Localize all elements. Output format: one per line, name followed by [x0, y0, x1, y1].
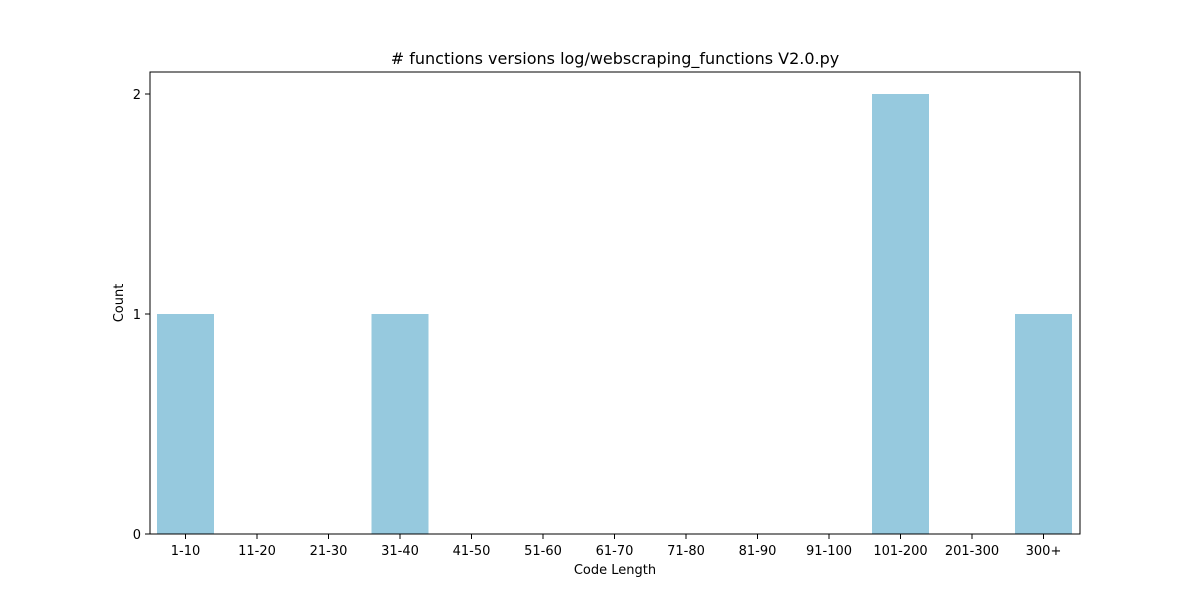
plot-frame: [149, 71, 1081, 535]
x-tick-label: 1-10: [171, 544, 201, 559]
x-tick-label: 101-200: [873, 544, 927, 559]
x-ticks-group: 1-10 11-20 21-30 31-40 41-50 51-60 61-70 71-80 8…: [171, 534, 1062, 559]
plot-background: [150, 72, 1080, 534]
x-tick-label: 91-100: [806, 544, 852, 559]
bar-300+: [1015, 314, 1072, 534]
y-ticks-group: 0 1 2: [133, 88, 150, 543]
bar-101-200: [872, 94, 929, 534]
y-axis-label: Count: [112, 284, 127, 323]
y-tick-label: 2: [133, 88, 141, 103]
x-tick-label: 21-30: [310, 544, 348, 559]
x-tick-label: 300+: [1026, 544, 1062, 559]
bars-group: [157, 94, 1072, 534]
y-tick-label: 1: [133, 308, 141, 323]
x-tick-label: 41-50: [453, 544, 491, 559]
x-tick-label: 51-60: [524, 544, 562, 559]
chart-title: # functions versions log/webscraping_fun…: [391, 49, 839, 69]
x-tick-label: 31-40: [381, 544, 419, 559]
x-tick-label: 71-80: [667, 544, 705, 559]
bar-1-10: [157, 314, 214, 534]
x-tick-label: 11-20: [238, 544, 276, 559]
x-axis-label: Code Length: [574, 563, 656, 578]
x-tick-label: 61-70: [596, 544, 634, 559]
x-tick-label: 81-90: [739, 544, 777, 559]
y-tick-label: 0: [133, 528, 141, 543]
x-tick-label: 201-300: [945, 544, 999, 559]
bar-31-40: [371, 314, 429, 534]
